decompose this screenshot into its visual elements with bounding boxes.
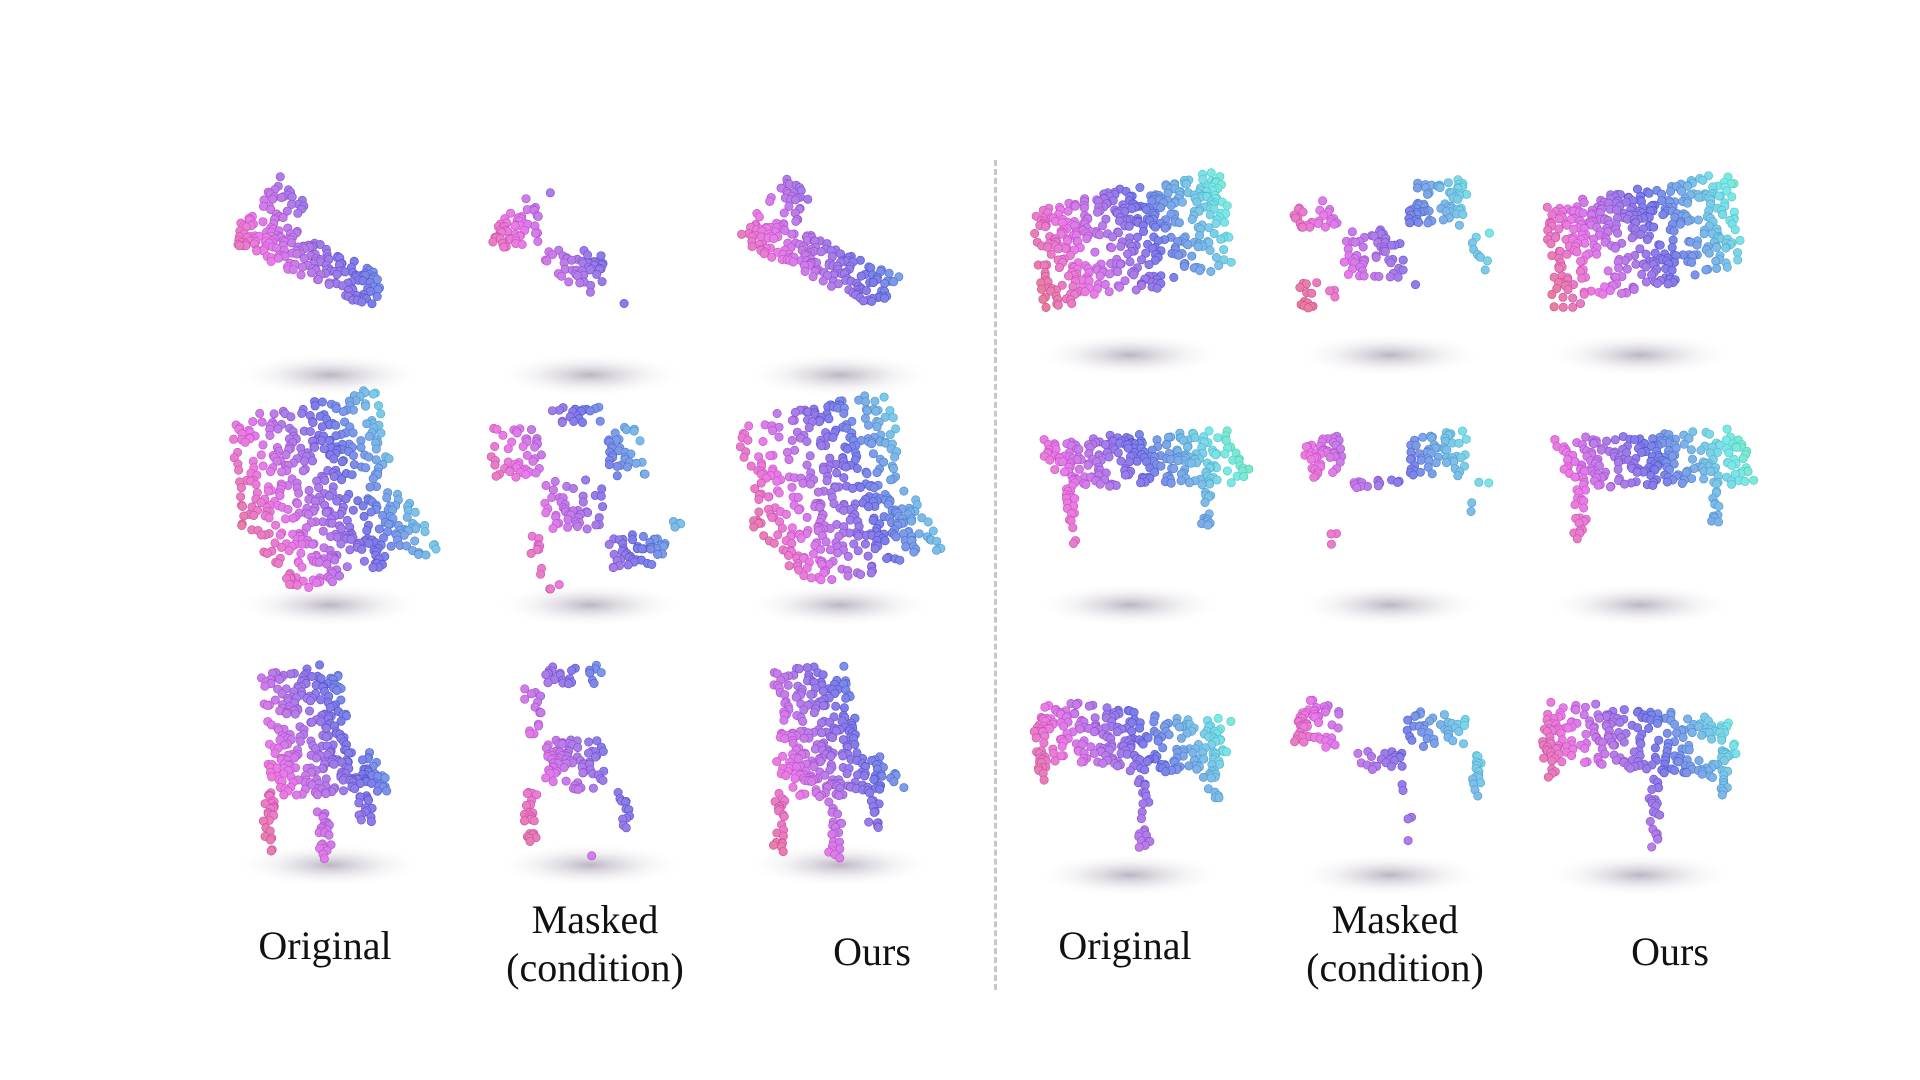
caption-line: (condition) — [1306, 945, 1484, 990]
caption-ours-right: Ours — [1520, 928, 1820, 976]
pointcloud-sofa-ours — [730, 391, 990, 630]
pointcloud-table2-masked — [1280, 670, 1540, 900]
pointcloud-chair-original — [220, 660, 480, 890]
pointcloud-sofa-masked — [480, 400, 740, 630]
caption-original-left: Original — [175, 922, 475, 970]
pointcloud-cabinet-masked — [1280, 150, 1540, 380]
caption-masked-left: Masked (condition) — [445, 896, 745, 992]
pointcloud-airplane-masked — [480, 170, 740, 400]
caption-line: Masked — [531, 897, 659, 942]
pointcloud-cabinet-original — [1020, 150, 1280, 380]
pointcloud-table-original — [1020, 400, 1280, 630]
pointcloud-chair-ours — [730, 660, 990, 890]
pointcloud-table2-original — [1020, 670, 1280, 900]
caption-line: Original — [1058, 923, 1192, 968]
caption-line: Original — [258, 923, 392, 968]
pointcloud-table-ours — [1530, 400, 1790, 630]
caption-masked-right: Masked (condition) — [1245, 896, 1545, 992]
caption-line: Ours — [1631, 929, 1709, 974]
caption-line: (condition) — [506, 945, 684, 990]
pointcloud-table-masked — [1280, 400, 1540, 630]
pointcloud-table2-ours — [1530, 670, 1790, 900]
caption-original-right: Original — [975, 922, 1275, 970]
caption-ours-left: Ours — [722, 928, 1022, 976]
pointcloud-sofa-original — [220, 386, 480, 630]
pointcloud-cabinet-ours — [1530, 150, 1790, 380]
caption-line: Ours — [833, 929, 911, 974]
caption-line: Masked — [1331, 897, 1459, 942]
group-divider — [994, 160, 997, 990]
pointcloud-chair-masked — [480, 660, 740, 890]
pointcloud-airplane-ours — [730, 170, 990, 400]
pointcloud-airplane-original — [220, 170, 480, 400]
